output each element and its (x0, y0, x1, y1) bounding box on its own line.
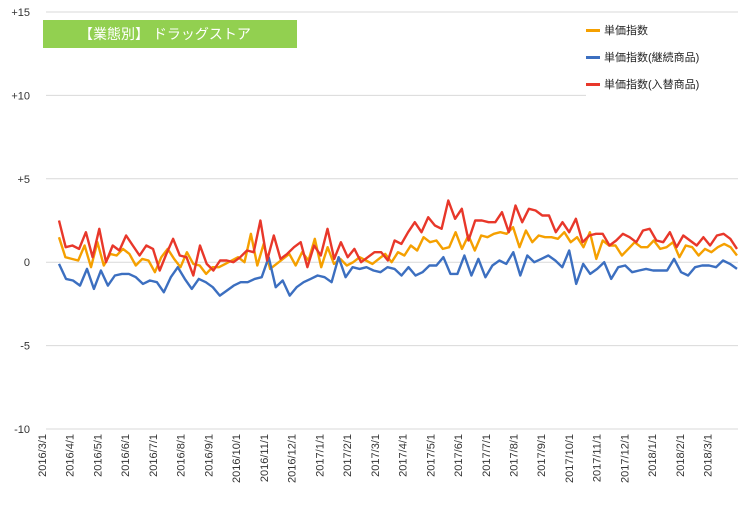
x-tick-label: 2017/7/1 (481, 434, 493, 477)
x-tick-label: 2017/4/1 (398, 434, 410, 477)
x-tick-label: 2018/3/1 (703, 434, 715, 477)
legend-label-continuing: 単価指数(継続商品) (604, 52, 700, 64)
y-tick-label: -10 (14, 424, 30, 436)
x-tick-label: 2016/7/1 (148, 434, 160, 477)
x-tick-label: 2017/6/1 (453, 434, 465, 477)
legend-item-unit-price: 単価指数 (586, 20, 648, 40)
x-tick-label: 2016/11/1 (259, 434, 271, 482)
x-tick-label: 2016/3/1 (37, 434, 49, 477)
x-tick-label: 2017/5/1 (425, 434, 437, 477)
y-tick-label: -5 (20, 341, 30, 353)
legend-swatch-replacement (586, 82, 600, 86)
x-tick-labels: 2016/3/1 2016/4/1 2016/5/1 2016/6/1 2016/7/1… (37, 434, 715, 483)
legend-item-replacement: 単価指数(入替商品) (586, 74, 699, 94)
x-tick-label: 2016/12/1 (287, 434, 299, 483)
chart-title: 【業態別】 ドラッグストア (79, 26, 251, 42)
y-tick-label: +15 (11, 7, 30, 19)
x-tick-label: 2017/2/1 (342, 434, 354, 477)
x-tick-label: 2018/2/1 (675, 434, 687, 477)
series-line-0 (57, 225, 738, 276)
x-tick-label: 2016/10/1 (231, 434, 243, 483)
grid-lines (46, 11, 738, 430)
legend-swatch-continuing (586, 55, 600, 59)
series-line-2 (57, 199, 738, 277)
x-tick-label: 2017/9/1 (536, 434, 548, 477)
series-line-1 (57, 249, 738, 297)
legend-label-replacement: 単価指数(入替商品) (604, 79, 700, 91)
x-tick-label: 2016/4/1 (65, 434, 77, 477)
legend-item-continuing: 単価指数(継続商品) (586, 47, 699, 67)
x-tick-label: 2016/9/1 (203, 434, 215, 477)
x-tick-label: 2017/1/1 (314, 434, 326, 477)
series-lines (57, 199, 738, 297)
x-tick-label: 2018/1/1 (647, 434, 659, 477)
legend: 単価指数 単価指数(継続商品) 単価指数(入替商品) (586, 14, 742, 98)
y-tick-label: 0 (24, 257, 30, 269)
chart-title-box: 【業態別】 ドラッグストア (43, 20, 297, 48)
legend-label-unit-price: 単価指数 (604, 25, 648, 37)
x-tick-label: 2017/10/1 (564, 434, 576, 483)
x-tick-label: 2016/8/1 (176, 434, 188, 477)
x-tick-label: 2017/12/1 (619, 434, 631, 483)
y-tick-label: +5 (17, 174, 30, 186)
x-tick-label: 2017/8/1 (509, 434, 521, 477)
x-tick-label: 2017/11/1 (592, 434, 604, 482)
legend-swatch-unit-price (586, 28, 600, 32)
y-tick-labels: +15 +10 +5 0 -5 -10 (11, 7, 30, 436)
x-tick-label: 2017/3/1 (370, 434, 382, 477)
x-tick-label: 2016/6/1 (120, 434, 132, 477)
y-tick-label: +10 (11, 90, 30, 102)
x-tick-label: 2016/5/1 (92, 434, 104, 477)
